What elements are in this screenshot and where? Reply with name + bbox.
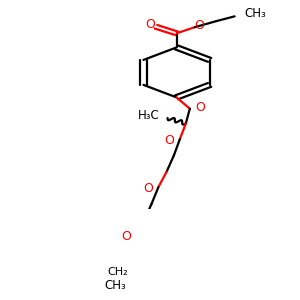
Text: O: O xyxy=(195,101,205,114)
Text: CH₂: CH₂ xyxy=(108,267,128,277)
Text: O: O xyxy=(194,19,204,32)
Text: CH₃: CH₃ xyxy=(244,7,266,20)
Text: CH₃: CH₃ xyxy=(104,279,126,292)
Text: O: O xyxy=(143,182,153,195)
Text: O: O xyxy=(145,18,155,31)
Text: H₃C: H₃C xyxy=(137,109,159,122)
Text: O: O xyxy=(165,134,175,147)
Text: O: O xyxy=(121,230,131,242)
